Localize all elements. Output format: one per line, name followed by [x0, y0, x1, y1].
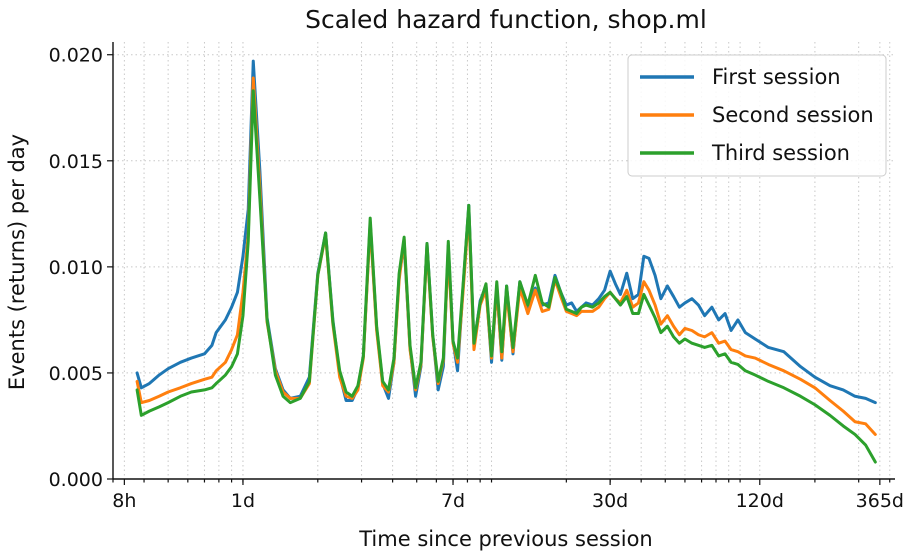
- chart-title: Scaled hazard function, shop.ml: [305, 5, 707, 34]
- x-tick-label: 7d: [441, 490, 465, 512]
- legend-box: [627, 54, 887, 177]
- legend-label: First session: [712, 65, 841, 89]
- ticks: 0.000 0.005 0.010 0.015 0.020 8h 1d 7d 30d 120d 36…: [49, 45, 904, 512]
- x-tick-label: 8h: [112, 490, 136, 512]
- series-line-3: [135, 89, 877, 464]
- legend-label: Third session: [711, 141, 850, 165]
- y-tick-label: 0.010: [49, 257, 103, 279]
- legend: First session Second session Third session: [627, 54, 887, 177]
- y-tick-label: 0.020: [49, 45, 103, 67]
- x-axis-label: Time since previous session: [358, 527, 653, 551]
- y-tick-label: 0.015: [49, 151, 103, 173]
- x-tick-label: 120d: [736, 490, 784, 512]
- y-tick-label: 0.000: [49, 469, 103, 491]
- x-tick-label: 365d: [856, 490, 904, 512]
- y-axis-label: Events (returns) per day: [5, 134, 29, 390]
- series-lines: [135, 59, 877, 464]
- y-tick-label: 0.005: [49, 363, 103, 385]
- x-tick-label: 1d: [231, 490, 255, 512]
- x-tick-label: 30d: [592, 490, 628, 512]
- legend-label: Second session: [712, 103, 874, 127]
